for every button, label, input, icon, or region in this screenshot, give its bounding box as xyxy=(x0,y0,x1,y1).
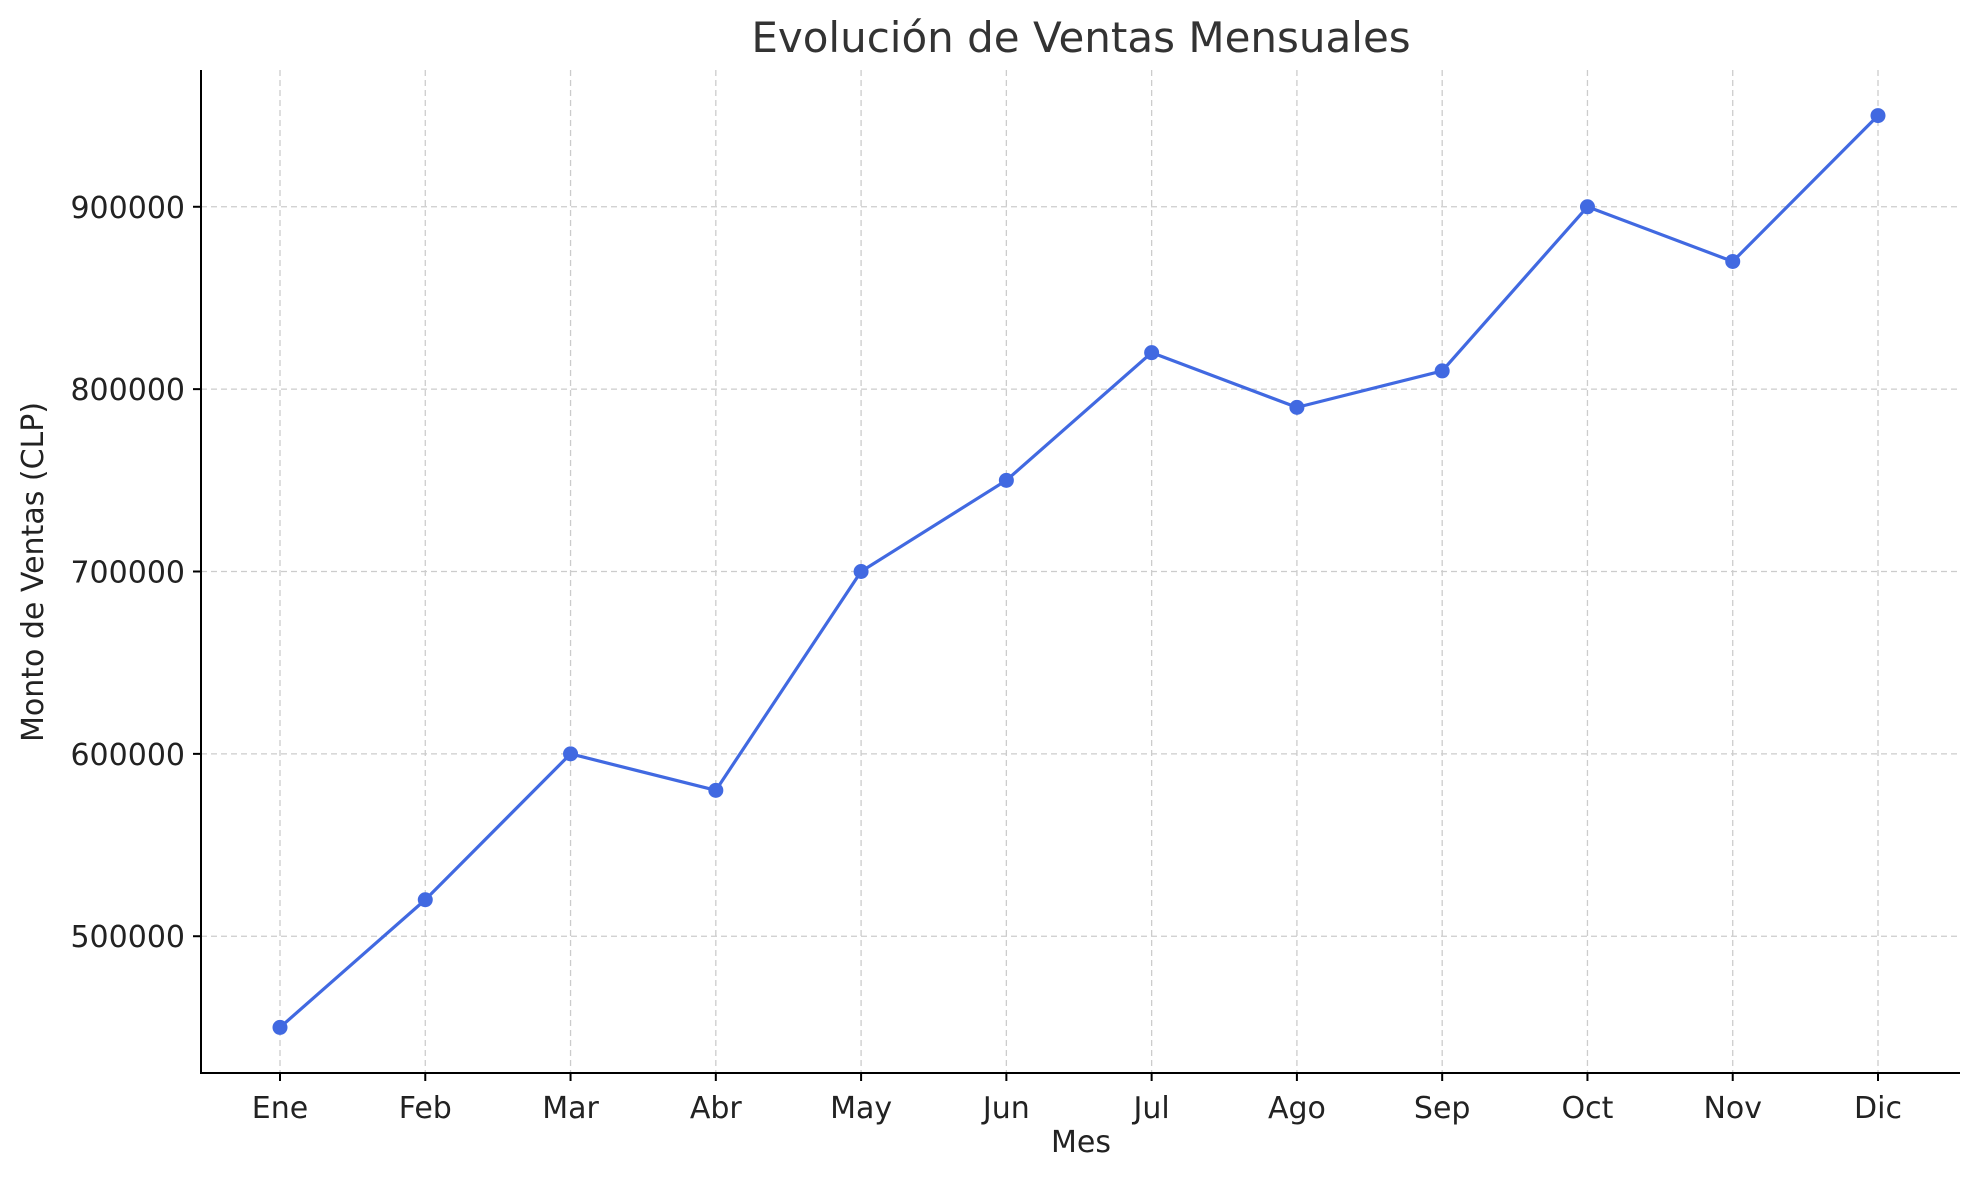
chart-title: Evolución de Ventas Mensuales xyxy=(751,13,1410,62)
data-point xyxy=(272,1019,288,1035)
data-point xyxy=(1434,363,1450,379)
data-point xyxy=(1579,199,1595,215)
grid xyxy=(201,70,1960,1073)
x-tick-label: Ago xyxy=(1268,1091,1326,1126)
x-tick-label: Ene xyxy=(252,1091,308,1126)
x-tick-label: Jul xyxy=(1132,1091,1170,1126)
x-axis-label: Mes xyxy=(1051,1125,1111,1160)
x-tick-label: Feb xyxy=(399,1091,452,1126)
data-point xyxy=(853,564,869,579)
data-point xyxy=(417,892,433,908)
x-tick-label: Dic xyxy=(1854,1091,1902,1126)
y-tick-label: 500000 xyxy=(70,920,185,955)
series-line xyxy=(278,113,1880,1030)
y-tick-label: 700000 xyxy=(70,556,185,591)
y-tick-label: 800000 xyxy=(70,373,185,408)
data-point xyxy=(708,782,724,798)
data-point xyxy=(1725,253,1741,269)
data-point xyxy=(998,472,1014,488)
series xyxy=(272,108,1886,1035)
x-tick-label: Sep xyxy=(1414,1091,1471,1126)
x-tick-label: Abr xyxy=(690,1091,743,1126)
y-tick-label: 600000 xyxy=(70,738,185,773)
x-tick-label: Mar xyxy=(542,1091,599,1126)
y-axis-label: Monto de Ventas (CLP) xyxy=(16,402,51,742)
x-tick-label: May xyxy=(830,1091,892,1126)
data-point xyxy=(1289,399,1305,415)
data-point xyxy=(563,746,579,762)
x-tick-label: Jun xyxy=(981,1091,1030,1126)
data-point xyxy=(1870,108,1886,124)
data-point xyxy=(1144,345,1160,361)
ticks: Ene Feb Mar Abr May Jun Jul Ago Sep Oct Nov Dic 5000… xyxy=(70,191,1902,1126)
x-tick-label: Nov xyxy=(1703,1091,1762,1126)
y-tick-label: 900000 xyxy=(70,191,185,226)
x-tick-label: Oct xyxy=(1562,1091,1614,1126)
